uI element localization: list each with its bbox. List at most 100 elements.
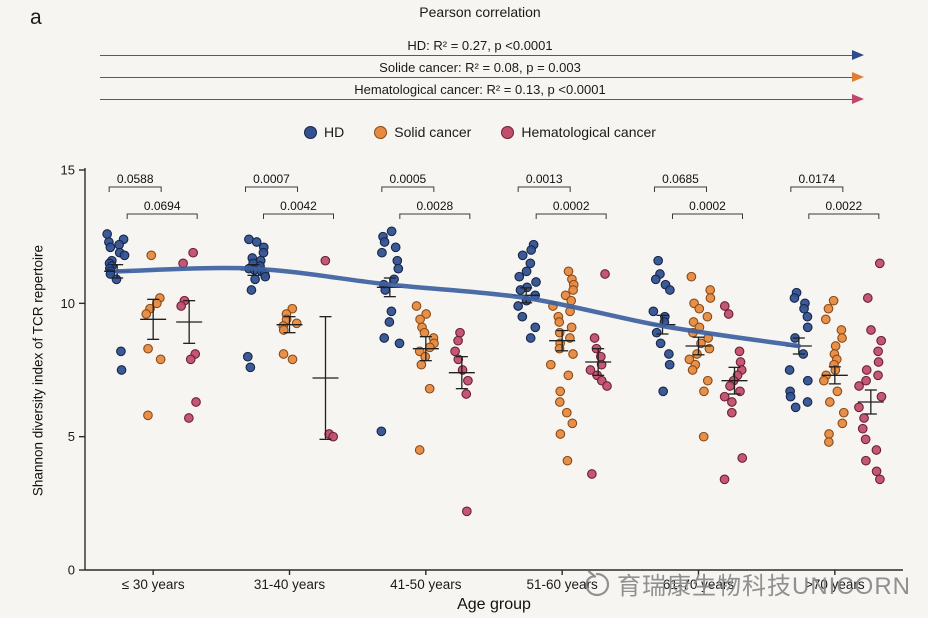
legend-item-solid-cancer: Solid cancer xyxy=(374,124,471,140)
scatter-point xyxy=(837,333,847,343)
scatter-point xyxy=(424,342,435,353)
scatter-point xyxy=(859,413,869,423)
x-category-label: 41-50 years xyxy=(390,577,462,592)
legend-dot-hematological-cancer xyxy=(501,125,515,139)
scatter-point xyxy=(525,333,536,343)
scatter-point xyxy=(694,303,705,314)
chart-title: Pearson correlation xyxy=(419,4,541,20)
axes: 0 5 10 15 xyxy=(61,163,903,578)
scatter-series-hd xyxy=(102,226,813,437)
scatter-point xyxy=(790,402,801,413)
y-axis-title: Shannon diversity index of TCR repertoir… xyxy=(30,244,46,497)
scatter-point xyxy=(702,311,713,322)
scatter-point xyxy=(453,335,463,346)
scatter-point xyxy=(665,285,675,295)
scatter-point xyxy=(514,271,525,282)
scatter-point xyxy=(394,338,405,349)
scatter-point xyxy=(455,327,465,338)
scatter-point xyxy=(875,474,885,485)
scatter-point xyxy=(102,229,113,239)
y-tick-label: 0 xyxy=(68,563,75,578)
p-value-label: 0.0588 xyxy=(117,172,154,186)
scatter-point xyxy=(563,370,574,381)
trend-line xyxy=(114,265,802,349)
legend-item-hematological-cancer: Hematological cancer xyxy=(501,124,656,140)
arrow-right-icon xyxy=(852,93,864,104)
correlation-annotation-hd: HD: R² = 0.27, p <0.0001 xyxy=(100,38,864,60)
scatter-point xyxy=(686,271,697,282)
p-value-label: 0.0013 xyxy=(526,172,563,186)
scatter-point xyxy=(554,397,565,407)
scatter-point xyxy=(384,317,395,327)
error-bars xyxy=(104,264,884,440)
scatter-point xyxy=(687,365,698,375)
scatter-point xyxy=(463,375,473,386)
correlation-hd-label: HD: R² = 0.27, p <0.0001 xyxy=(407,38,553,53)
arrow-right-icon xyxy=(852,71,864,82)
scatter-point xyxy=(320,255,331,266)
scatter-point xyxy=(876,335,887,346)
scatter-point xyxy=(119,250,130,261)
scatter-point xyxy=(873,357,884,367)
scatter-point xyxy=(176,301,187,311)
scatter-point xyxy=(116,365,127,375)
correlation-solid-label: Solide cancer: R² = 0.08, p = 0.003 xyxy=(379,60,581,75)
scatter-point xyxy=(876,391,887,402)
scatter-point xyxy=(515,285,526,295)
p-value-label: 0.0685 xyxy=(662,172,699,186)
scatter-point xyxy=(393,263,404,274)
correlation-hd-line xyxy=(100,49,864,60)
p-value-label: 0.0007 xyxy=(253,172,290,186)
scatter-point xyxy=(554,317,565,327)
scatter-point xyxy=(789,293,800,303)
unicorn-logo-icon xyxy=(585,569,610,596)
scatter-point xyxy=(824,429,834,439)
correlation-annotation-solid: Solide cancer: R² = 0.08, p = 0.003 xyxy=(100,60,864,82)
scatter-point xyxy=(688,317,699,327)
scatter-point xyxy=(555,386,566,397)
scatter-point xyxy=(415,314,425,325)
scatter-point xyxy=(725,381,735,391)
scatter-point xyxy=(114,239,124,250)
scatter-point xyxy=(386,306,397,317)
scatter-point xyxy=(719,301,730,311)
y-tick-label: 10 xyxy=(61,296,75,311)
x-category-label: ≤ 30 years xyxy=(122,577,185,592)
correlation-hematological-line xyxy=(100,93,864,104)
scatter-point xyxy=(836,325,847,335)
scatter-point xyxy=(461,506,472,517)
scatter-point xyxy=(802,375,813,386)
scatter-point xyxy=(545,359,556,370)
scatter-point xyxy=(866,325,876,335)
scatter-point xyxy=(785,391,796,402)
correlation-solid-line xyxy=(100,71,864,82)
scatter-point xyxy=(823,303,834,314)
scatter-point xyxy=(602,381,612,391)
scatter-point xyxy=(828,295,839,306)
scatter-point xyxy=(830,341,841,351)
pvalue-brackets: 0.0588 0.0694 0.0007 0.0042 0.0005 0.0028 0.00… xyxy=(108,172,880,219)
scatter-point xyxy=(530,322,541,333)
scatter-point xyxy=(802,322,813,333)
scatter-point xyxy=(116,346,126,357)
scatter-point xyxy=(245,362,256,373)
scatter-point xyxy=(183,413,194,423)
scatter-point xyxy=(111,274,122,285)
scatter-point xyxy=(461,389,472,399)
scatter-point xyxy=(377,247,387,258)
scatter-point xyxy=(650,274,661,285)
arrow-right-icon xyxy=(852,49,864,60)
scatter-point xyxy=(379,237,390,247)
scatter-point xyxy=(567,418,578,429)
p-value-label: 0.0174 xyxy=(798,172,835,186)
scatter-point xyxy=(819,375,829,386)
scatter-point xyxy=(832,386,843,397)
correlation-annotation-hematological: Hematological cancer: R² = 0.13, p <0.00… xyxy=(100,82,864,104)
scatter-point xyxy=(258,247,269,258)
legend-item-hd: HD xyxy=(304,124,344,140)
scatter-point xyxy=(723,309,734,319)
scatter-point xyxy=(517,311,528,322)
scatter-point xyxy=(585,365,596,375)
legend-label-hematological-cancer: Hematological cancer xyxy=(521,124,656,140)
